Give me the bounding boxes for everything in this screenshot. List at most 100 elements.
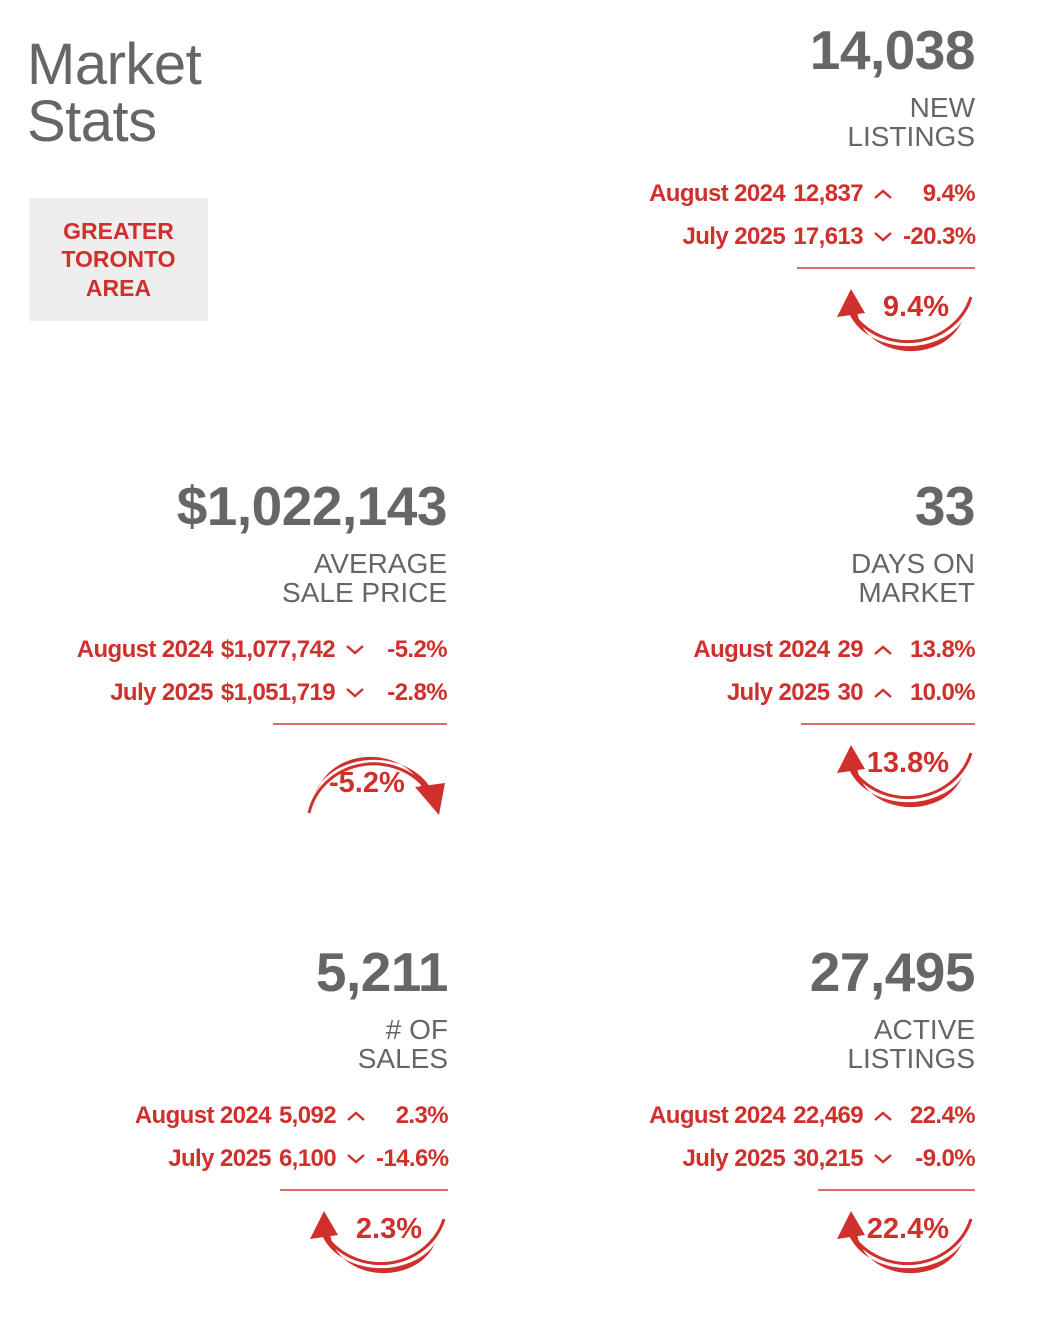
comparison-row: August 2024 12,837 9.4% — [649, 177, 976, 210]
chevron-down-icon — [863, 1153, 903, 1165]
stat-value: 27,495 — [809, 941, 976, 1003]
stat-card-number-of-sales: 5,211 # OF SALES August 2024 5,092 2.3% J… — [0, 941, 449, 1285]
comparison-rows: August 2024 $1,077,742 -5.2% July 2025 $1,… — [0, 633, 448, 709]
comparison-pct: 2.3% — [395, 1101, 449, 1129]
stat-card-new-listings: 14,038 NEW LISTINGS August 2024 12,837 9.… — [455, 19, 977, 363]
region-line: AREA — [85, 274, 152, 301]
chevron-up-icon — [863, 687, 903, 699]
region-line: GREATER — [63, 217, 174, 244]
comparison-value: 22,469 — [793, 1101, 863, 1129]
comparison-value: 5,092 — [278, 1101, 337, 1129]
stat-card-days-on-market: 33 DAYS ON MARKET August 2024 29 13.8% Ju… — [455, 475, 976, 819]
change-indicator: -5.2% — [307, 743, 447, 819]
change-indicator: 22.4% — [835, 1209, 975, 1285]
stat-label-line: NEW — [909, 92, 975, 123]
chevron-up-icon — [336, 1110, 376, 1122]
comparison-pct: -9.0% — [915, 1144, 975, 1172]
comparison-pct: -20.3% — [903, 222, 976, 250]
comparison-pct: 13.8% — [909, 635, 976, 663]
comparison-value: $1,077,742 — [220, 635, 336, 663]
comparison-pct: -14.6% — [376, 1144, 449, 1172]
divider — [818, 1189, 975, 1191]
comparison-value: $1,051,719 — [220, 678, 336, 706]
comparison-period: August 2024 — [134, 1101, 272, 1129]
comparison-period: July 2025 — [168, 1144, 271, 1172]
title-line-2: Stats — [27, 89, 157, 154]
comparison-period: July 2025 — [682, 222, 786, 250]
stat-label: # OF SALES — [0, 1014, 448, 1074]
divider — [797, 267, 975, 269]
chevron-up-icon — [863, 1110, 903, 1122]
comparison-period: August 2024 — [76, 635, 214, 663]
comparison-value: 30,215 — [793, 1144, 863, 1172]
comparison-row: July 2025 17,613 -20.3% — [649, 220, 977, 253]
comparison-row: August 2024 5,092 2.3% — [134, 1099, 449, 1132]
stat-label-line: SALE PRICE — [282, 576, 447, 608]
comparison-row: July 2025 30,215 -9.0% — [649, 1142, 976, 1175]
comparison-period: August 2024 — [649, 1101, 786, 1129]
comparison-rows: August 2024 22,469 22.4% July 2025 30,215 … — [455, 1099, 976, 1175]
stat-value: 5,211 — [315, 941, 449, 1003]
chevron-down-icon — [335, 644, 375, 656]
divider — [801, 723, 975, 725]
change-pct: -5.2% — [329, 767, 405, 799]
comparison-row: August 2024 29 13.8% — [693, 633, 975, 666]
page-title: Market Stats — [27, 32, 202, 154]
comparison-row: August 2024 22,469 22.4% — [649, 1099, 976, 1132]
title-line-1: Market — [27, 32, 202, 97]
comparison-pct: 22.4% — [909, 1101, 976, 1129]
chevron-down-icon — [863, 231, 903, 243]
stat-card-active-listings: 27,495 ACTIVE LISTINGS August 2024 22,469… — [455, 941, 976, 1285]
chevron-up-icon — [863, 188, 903, 200]
stat-label: DAYS ON MARKET — [455, 548, 975, 607]
change-indicator: 13.8% — [835, 743, 975, 819]
chevron-down-icon — [336, 1153, 376, 1165]
change-pct: 13.8% — [866, 747, 949, 779]
comparison-period: July 2025 — [726, 678, 830, 706]
change-indicator: 9.4% — [835, 287, 975, 363]
stat-value: $1,022,143 — [176, 475, 448, 537]
comparison-pct: -2.8% — [387, 678, 447, 706]
stat-label-line: # OF — [385, 1014, 448, 1045]
comparison-pct: 10.0% — [909, 678, 976, 706]
change-indicator: 2.3% — [308, 1209, 448, 1285]
comparison-period: July 2025 — [110, 678, 213, 706]
comparison-value: 29 — [837, 635, 864, 663]
comparison-rows: August 2024 12,837 9.4% July 2025 17,613 -… — [455, 177, 977, 253]
comparison-pct: 9.4% — [922, 179, 976, 207]
change-pct: 22.4% — [866, 1213, 949, 1245]
region-badge: GREATER TORONTO AREA — [29, 198, 208, 321]
divider — [280, 1189, 448, 1191]
comparison-rows: August 2024 5,092 2.3% July 2025 6,100 -14… — [0, 1099, 449, 1175]
comparison-period: August 2024 — [649, 179, 786, 207]
chevron-up-icon — [863, 644, 903, 656]
comparison-row: August 2024 $1,077,742 -5.2% — [76, 633, 448, 666]
stat-card-average-sale-price: $1,022,143 AVERAGE SALE PRICE August 202… — [0, 475, 448, 819]
comparison-row: July 2025 $1,051,719 -2.8% — [77, 676, 447, 709]
comparison-period: July 2025 — [682, 1144, 786, 1172]
stat-label-line: DAYS ON — [851, 548, 975, 579]
comparison-rows: August 2024 29 13.8% July 2025 30 10.0% — [455, 633, 975, 709]
comparison-value: 17,613 — [793, 222, 863, 250]
comparison-row: July 2025 6,100 -14.6% — [135, 1142, 449, 1175]
divider — [273, 723, 447, 725]
stat-label-line: SALES — [357, 1042, 448, 1074]
comparison-row: July 2025 30 10.0% — [693, 676, 976, 709]
comparison-value: 30 — [837, 678, 864, 706]
comparison-value: 6,100 — [278, 1144, 337, 1172]
stat-label: ACTIVE LISTINGS — [455, 1014, 975, 1074]
change-pct: 9.4% — [882, 291, 949, 323]
stat-label-line: AVERAGE — [313, 548, 447, 579]
comparison-pct: -5.2% — [387, 635, 447, 663]
stat-value: 14,038 — [809, 19, 976, 81]
stat-label: AVERAGE SALE PRICE — [0, 548, 447, 608]
stat-label-line: ACTIVE — [873, 1014, 975, 1045]
region-line: TORONTO — [61, 246, 176, 273]
stat-label-line: LISTINGS — [847, 1042, 975, 1074]
chevron-down-icon — [335, 687, 375, 699]
comparison-period: August 2024 — [693, 635, 830, 663]
stat-value: 33 — [914, 475, 976, 537]
comparison-value: 12,837 — [793, 179, 863, 207]
stat-label-line: LISTINGS — [847, 120, 975, 152]
change-pct: 2.3% — [355, 1213, 422, 1245]
